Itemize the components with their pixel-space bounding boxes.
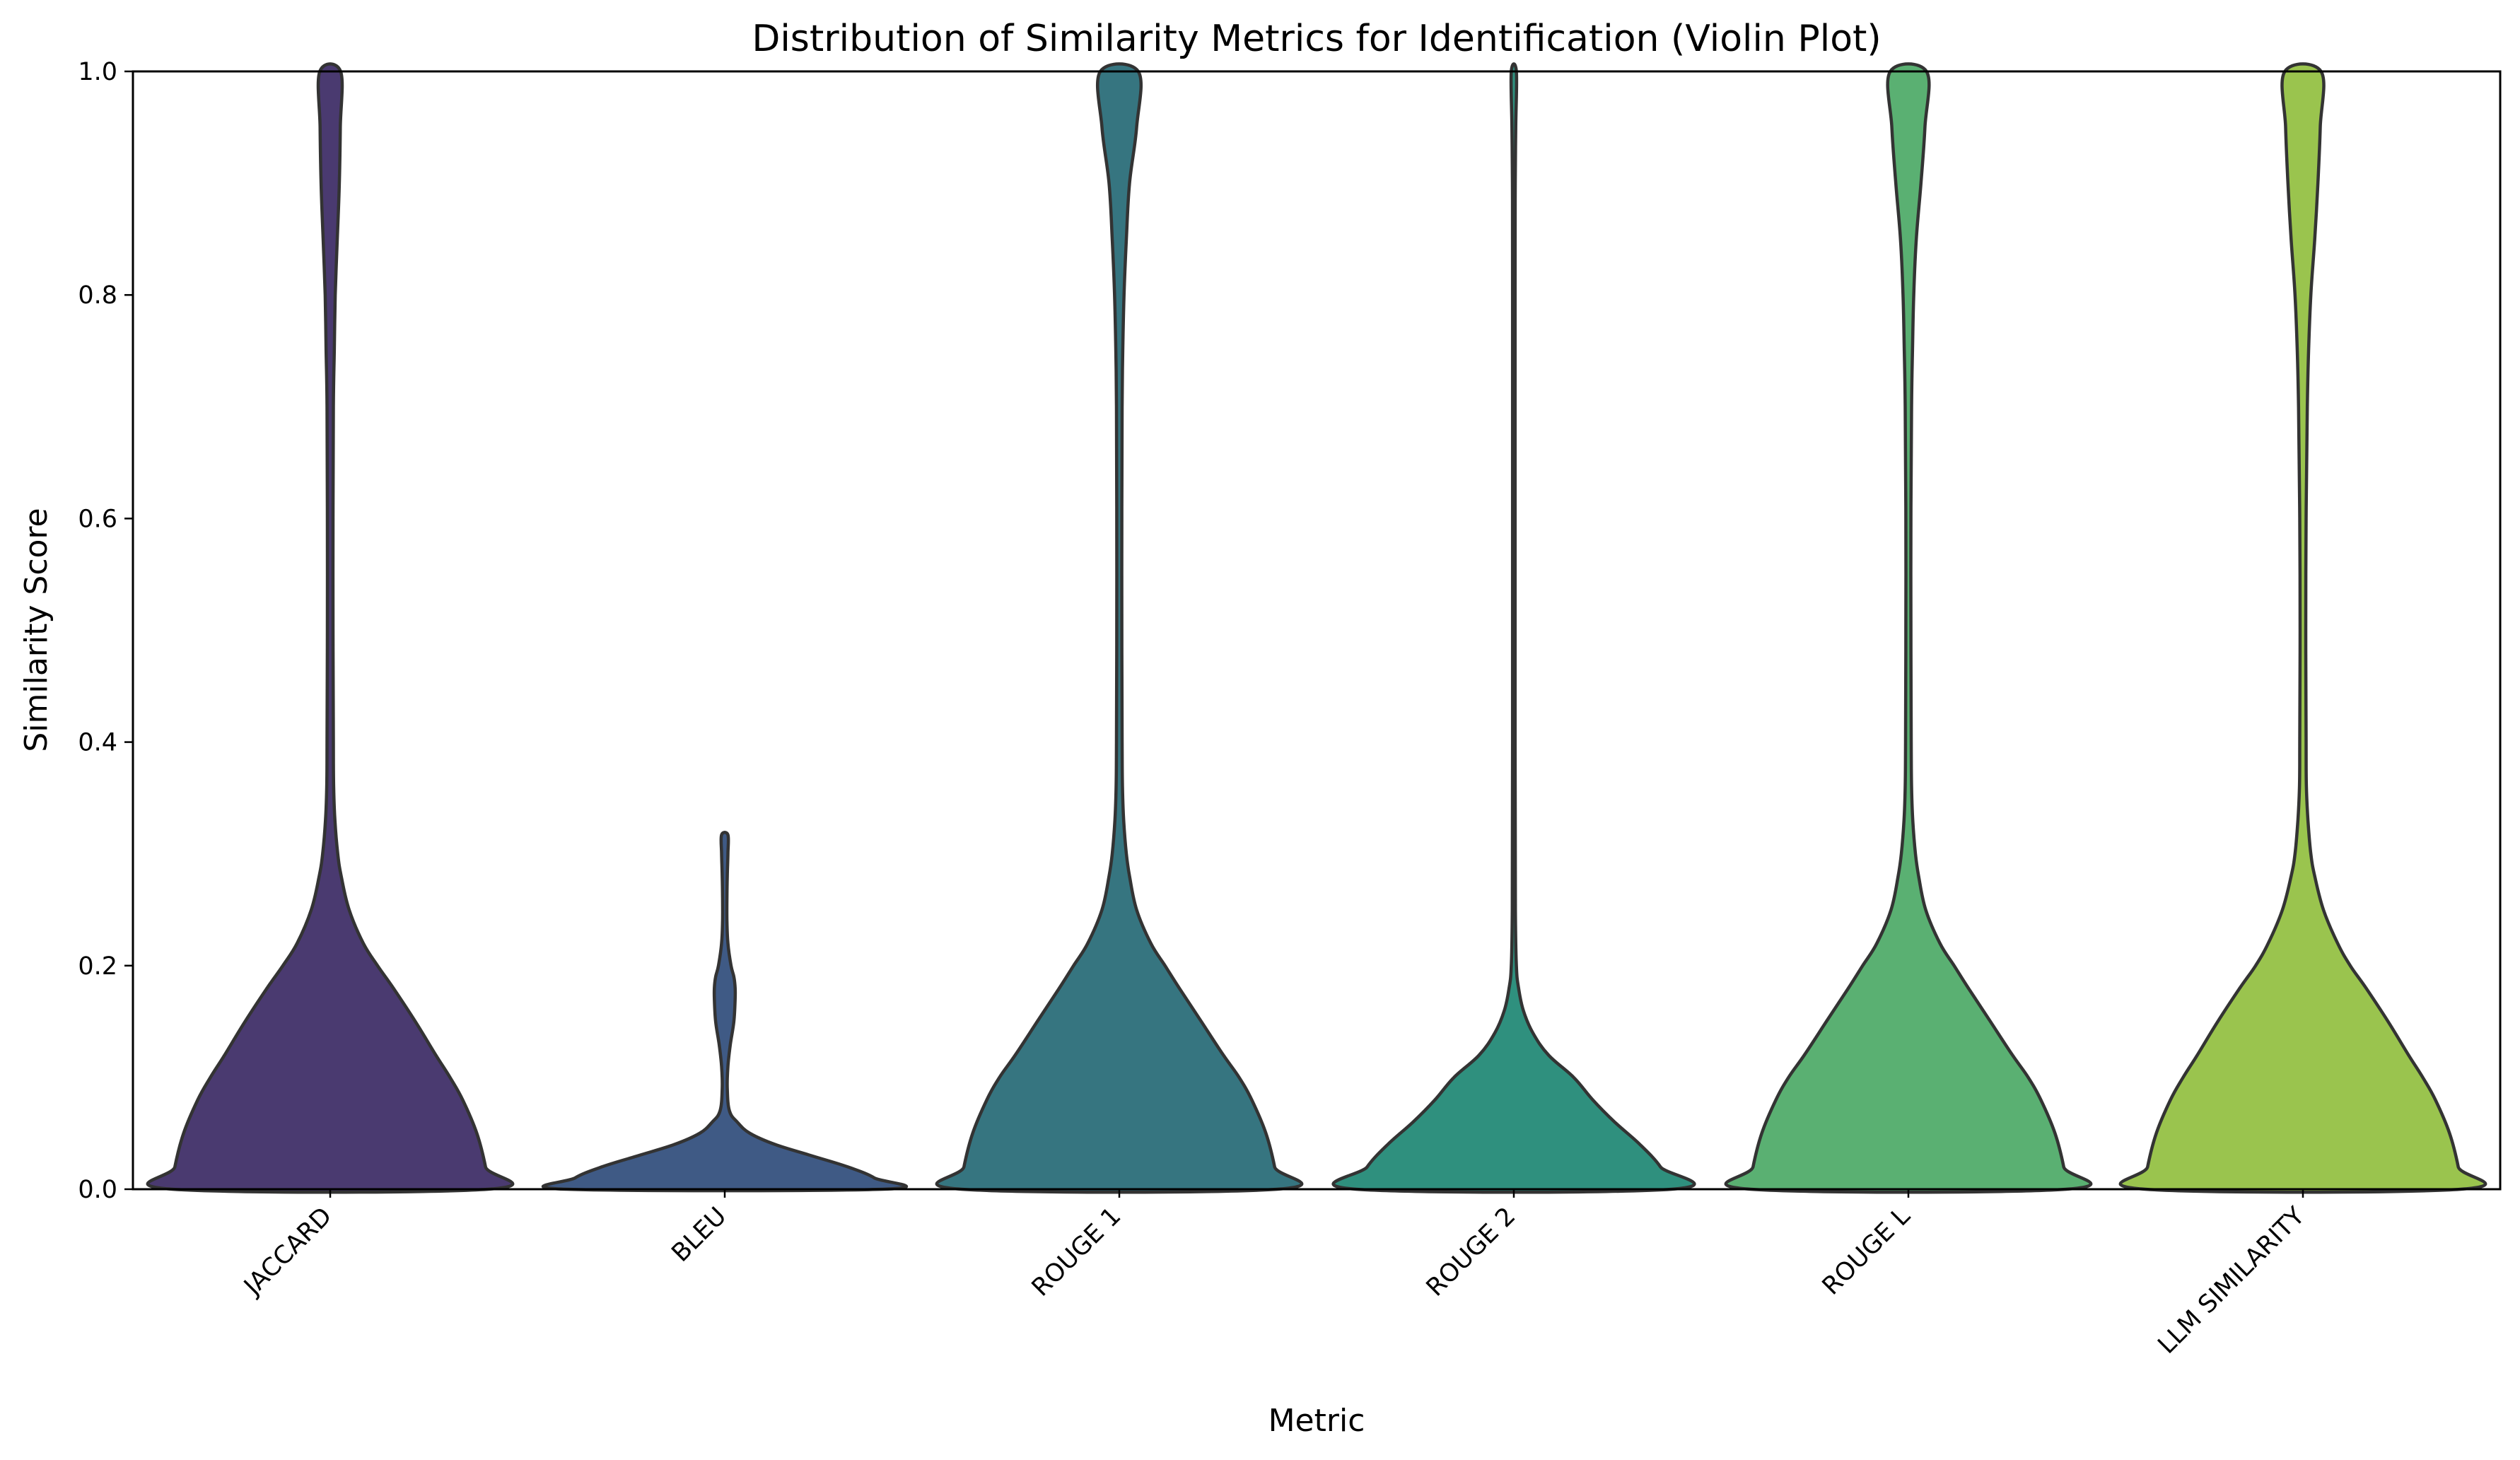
y-axis-label: Similarity Score	[18, 508, 54, 752]
x-tick-label-jaccard: JACCARD	[238, 1202, 338, 1302]
x-tick-label-rouge-l: ROUGE L	[1817, 1202, 1916, 1301]
y-tick-label: 0.4	[78, 729, 117, 757]
violin-jaccard	[146, 62, 515, 1194]
x-tick-label-rouge-2: ROUGE 2	[1421, 1202, 1522, 1302]
chart-title: Distribution of Similarity Metrics for I…	[752, 18, 1881, 60]
violin-rouge-2	[1331, 62, 1696, 1194]
violin-rouge-l	[1724, 62, 2093, 1194]
violin-bleu	[542, 830, 908, 1193]
y-tick-label: 0.8	[78, 281, 117, 310]
x-tick-label-rouge-1: ROUGE 1	[1027, 1202, 1127, 1302]
x-tick-label-llm-similarity: LLM SIMILARITY	[2153, 1202, 2311, 1360]
violins-group	[146, 62, 2487, 1194]
axes-frame	[132, 70, 2502, 1191]
x-axis-label: Metric	[1268, 1403, 1365, 1439]
violin-rouge-1	[935, 62, 1304, 1194]
y-axis-ticks: 0.0 0.2 0.4 0.6 0.8 1.0	[78, 58, 133, 1204]
y-tick-label: 0.2	[78, 952, 117, 981]
y-tick-label: 0.6	[78, 505, 117, 533]
x-axis-ticks: JACCARD BLEU ROUGE 1 ROUGE 2 ROUGE L LLM SIMI…	[238, 1189, 2311, 1360]
y-tick-label: 0.0	[78, 1176, 117, 1204]
y-tick-label: 1.0	[78, 58, 117, 86]
x-tick-label-bleu: BLEU	[667, 1202, 733, 1268]
violin-llm-similarity	[2118, 62, 2487, 1194]
